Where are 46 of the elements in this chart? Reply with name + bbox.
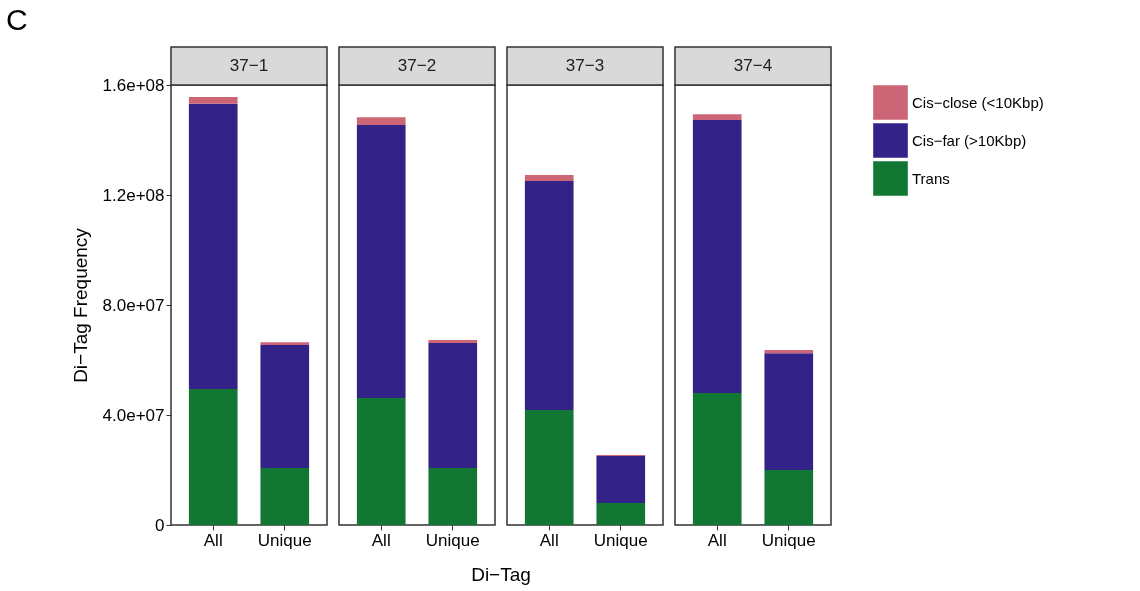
y-tick-label: 1.2e+08 — [102, 185, 165, 205]
bar — [260, 342, 310, 345]
legend-label: Cis−far (>10Kbp) — [912, 131, 1027, 149]
bar — [188, 97, 238, 104]
bar — [260, 344, 310, 469]
bar — [356, 117, 406, 125]
chart-title: 37−2 — [397, 56, 437, 75]
x-tick-label: Unique — [761, 530, 816, 550]
bar — [356, 397, 406, 525]
chart-title: 37−4 — [733, 56, 773, 75]
bar — [524, 180, 574, 411]
y-tick-label: 8.0e+07 — [102, 295, 165, 315]
legend-label: Cis−close (<10Kbp) — [912, 93, 1044, 111]
bar — [428, 342, 478, 469]
x-tick-label: Unique — [257, 530, 312, 550]
x-tick-label: All — [539, 530, 559, 550]
bar — [692, 114, 742, 120]
y-tick-label: 0 — [155, 515, 165, 535]
x-tick-label: All — [203, 530, 223, 550]
bar — [260, 468, 310, 525]
bar — [764, 350, 814, 354]
bar — [596, 503, 646, 525]
legend-label: Trans — [912, 169, 950, 187]
text: C — [6, 3, 28, 36]
y-axis-title: Di−Tag Frequency — [69, 227, 91, 383]
bar — [524, 410, 574, 525]
y-tick-label: 4.0e+07 — [102, 405, 165, 425]
x-tick-label: All — [707, 530, 727, 550]
bar — [524, 174, 574, 181]
bar — [356, 124, 406, 398]
bar — [764, 353, 814, 470]
bar — [428, 339, 478, 343]
bar — [764, 470, 814, 525]
x-tick-label: Unique — [425, 530, 480, 550]
x-tick-label: All — [371, 530, 391, 550]
bar — [596, 455, 646, 503]
x-axis-title: Di−Tag — [471, 564, 531, 585]
bar — [188, 103, 238, 389]
bar — [188, 388, 238, 525]
y-tick-label: 1.6e+08 — [102, 75, 165, 95]
bar — [692, 119, 742, 393]
chart-title: 37−3 — [565, 56, 605, 75]
x-tick-label: Unique — [593, 530, 648, 550]
bar — [428, 468, 478, 525]
chart-title: 37−1 — [229, 56, 269, 75]
bar — [692, 393, 742, 525]
